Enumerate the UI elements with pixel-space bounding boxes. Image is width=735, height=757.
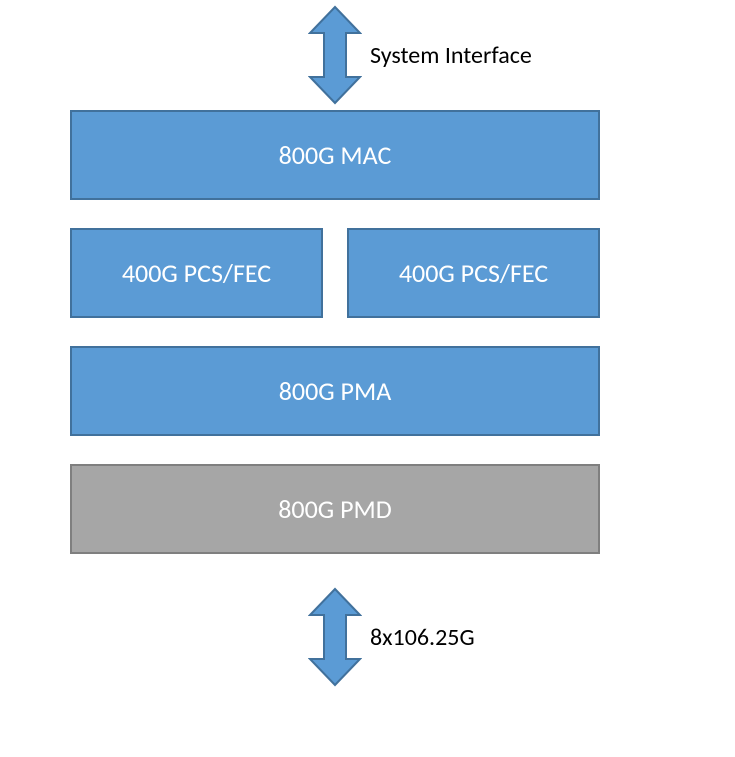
layer-pcs-row: 400G PCS/FEC 400G PCS/FEC bbox=[70, 228, 600, 318]
bottom-arrow-container: 8x106.25G bbox=[70, 582, 600, 692]
double-arrow-icon bbox=[308, 5, 362, 105]
layer-pcs-right-label: 400G PCS/FEC bbox=[399, 257, 548, 289]
layer-pmd: 800G PMD bbox=[70, 464, 600, 554]
layer-mac: 800G MAC bbox=[70, 110, 600, 200]
layer-mac-label: 800G MAC bbox=[279, 139, 392, 171]
layer-pcs-left: 400G PCS/FEC bbox=[70, 228, 323, 318]
layer-pcs-right: 400G PCS/FEC bbox=[347, 228, 600, 318]
top-arrow-label: System Interface bbox=[370, 41, 532, 70]
arrow-shape bbox=[310, 589, 360, 685]
layer-pma: 800G PMA bbox=[70, 346, 600, 436]
layer-pmd-label: 800G PMD bbox=[278, 493, 391, 525]
top-arrow-container: System Interface bbox=[70, 0, 600, 110]
layer-diagram: System Interface 800G MAC 400G PCS/FEC 4… bbox=[70, 0, 600, 692]
layer-pma-label: 800G PMA bbox=[279, 375, 392, 407]
double-arrow-icon bbox=[308, 587, 362, 687]
layer-pcs-left-label: 400G PCS/FEC bbox=[122, 257, 271, 289]
arrow-shape bbox=[310, 7, 360, 103]
bottom-arrow-label: 8x106.25G bbox=[370, 623, 475, 652]
